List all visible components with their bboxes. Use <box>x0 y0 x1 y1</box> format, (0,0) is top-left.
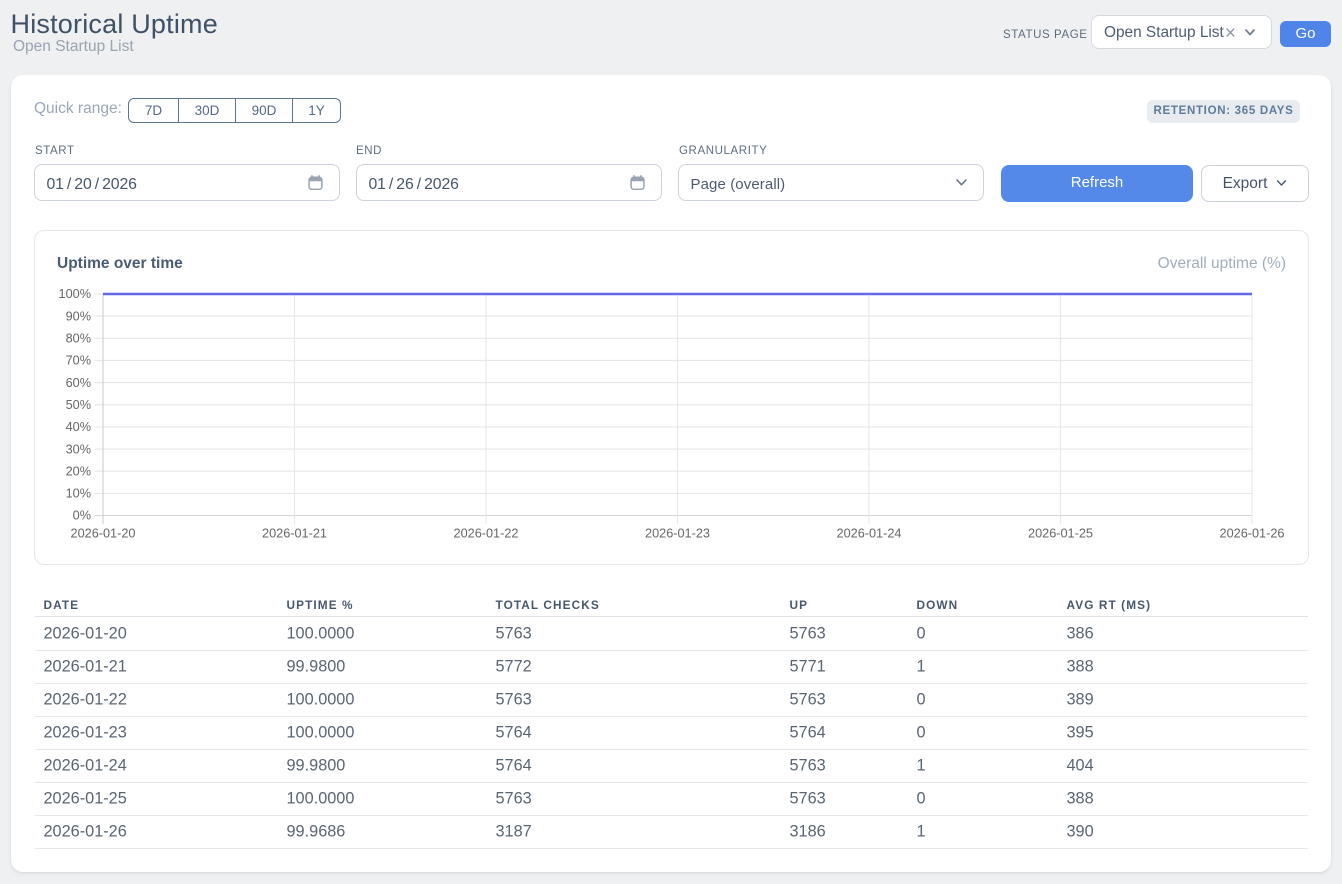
svg-text:100%: 100% <box>58 287 90 301</box>
svg-text:70%: 70% <box>65 354 90 368</box>
svg-text:2026-01-21: 2026-01-21 <box>262 527 327 541</box>
svg-text:90%: 90% <box>65 309 90 323</box>
svg-text:10%: 10% <box>65 487 90 501</box>
svg-text:80%: 80% <box>65 332 90 346</box>
svg-text:2026-01-22: 2026-01-22 <box>453 527 518 541</box>
svg-text:20%: 20% <box>65 464 90 478</box>
svg-text:30%: 30% <box>65 442 90 456</box>
svg-text:2026-01-23: 2026-01-23 <box>645 527 710 541</box>
svg-text:60%: 60% <box>65 376 90 390</box>
svg-text:2026-01-20: 2026-01-20 <box>70 527 135 541</box>
svg-text:0%: 0% <box>72 509 90 523</box>
svg-text:50%: 50% <box>65 398 90 412</box>
svg-text:40%: 40% <box>65 420 90 434</box>
svg-text:2026-01-26: 2026-01-26 <box>1219 527 1284 541</box>
svg-text:2026-01-24: 2026-01-24 <box>836 527 901 541</box>
svg-text:2026-01-25: 2026-01-25 <box>1028 527 1093 541</box>
